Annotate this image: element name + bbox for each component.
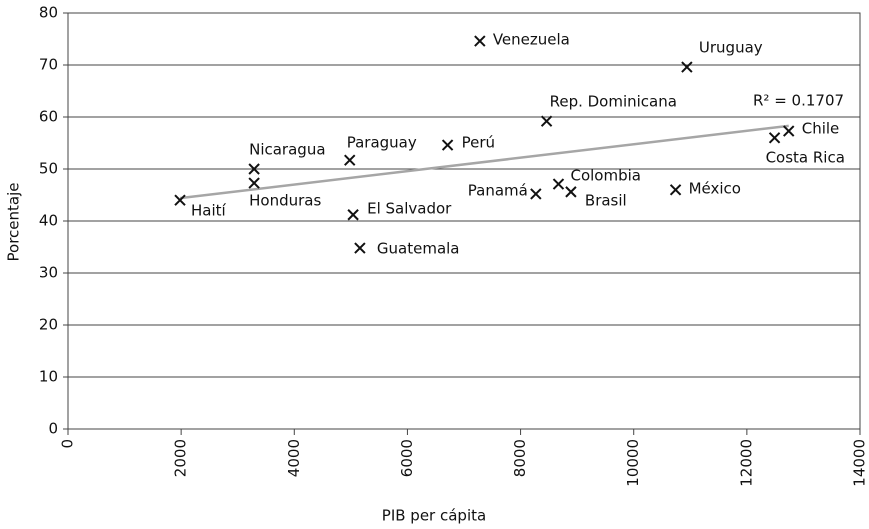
marker — [565, 186, 577, 198]
trendline — [179, 124, 789, 200]
marker — [783, 125, 795, 137]
point-label: Costa Rica — [766, 148, 845, 166]
point-label: Panamá — [468, 181, 528, 199]
y-tick-label: 10 — [39, 368, 58, 386]
marker — [530, 188, 542, 200]
x-tick-label: 14000 — [851, 439, 869, 487]
y-tick-label: 50 — [39, 160, 58, 178]
marker — [681, 61, 693, 73]
y-tick-label: 0 — [48, 420, 58, 438]
point-label: Paraguay — [347, 134, 417, 152]
y-tick-label: 20 — [39, 316, 58, 334]
marker — [248, 163, 260, 175]
point-label: México — [689, 179, 741, 197]
marker — [669, 184, 682, 196]
marker — [174, 194, 186, 206]
marker — [540, 115, 553, 127]
x-tick-label: 4000 — [285, 439, 303, 477]
point-label: Nicaragua — [249, 141, 325, 159]
trendline-label: R² = 0.1707 — [753, 92, 844, 110]
x-tick-label: 8000 — [511, 439, 529, 477]
point-label: El Salvador — [367, 199, 452, 217]
y-tick-label: 30 — [39, 264, 58, 282]
y-tick-label: 80 — [39, 4, 58, 22]
y-tick-label: 60 — [39, 108, 58, 126]
x-tick-label: 12000 — [737, 439, 755, 487]
marker — [347, 209, 359, 221]
point-label: Perú — [462, 134, 495, 152]
point-label: Venezuela — [493, 31, 570, 49]
plot-frame — [67, 12, 861, 430]
y-axis-label: Porcentaje — [5, 183, 23, 262]
point-label: Uruguay — [699, 39, 763, 57]
marker — [441, 139, 454, 151]
point-label: Chile — [802, 120, 840, 138]
y-tick-label: 40 — [39, 212, 58, 230]
marker — [248, 177, 260, 189]
marker — [474, 35, 486, 47]
point-label: Rep. Dominicana — [550, 93, 677, 111]
marker — [354, 242, 366, 254]
marker — [344, 154, 356, 166]
point-label: Brasil — [585, 191, 627, 209]
point-label: Haití — [191, 202, 227, 220]
x-tick-label: 2000 — [172, 439, 190, 477]
x-tick-label: 10000 — [624, 439, 642, 487]
point-label: Guatemala — [377, 240, 460, 258]
point-label: Honduras — [249, 192, 321, 210]
point-label: Colombia — [570, 167, 641, 185]
marker — [768, 132, 781, 144]
x-tick-label: 0 — [59, 439, 77, 449]
x-axis-label: PIB per cápita — [382, 507, 486, 525]
y-tick-label: 70 — [39, 56, 58, 74]
marker — [552, 178, 565, 190]
x-tick-label: 6000 — [398, 439, 416, 477]
